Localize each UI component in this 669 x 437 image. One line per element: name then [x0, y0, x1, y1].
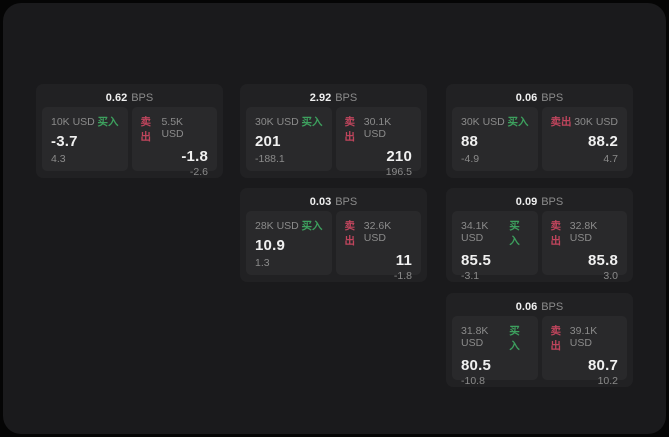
buy-amount: 10K USD	[51, 116, 95, 128]
sell-price: 210	[386, 148, 412, 165]
sell-sub-value: 3.0	[603, 270, 618, 282]
buy-side-label: 买入	[301, 220, 323, 232]
bps-header: 0.03 BPS	[246, 194, 421, 211]
sell-side-label: 卖出	[140, 116, 152, 143]
buy-price: 85.5	[461, 252, 491, 269]
buy-tile[interactable]: 30K USD 买入 88 -4.9	[452, 107, 538, 171]
sell-amount: 30.1K USD	[363, 116, 392, 140]
buy-sub-value: -4.9	[461, 153, 480, 165]
buy-amount: 28K USD	[255, 220, 299, 232]
buy-sub-value: -188.1	[255, 153, 285, 165]
buy-price: -3.7	[51, 133, 78, 150]
quote-card: 0.06 BPS 30K USD 买入 88 -4.9 卖出 30K USD 8…	[446, 84, 633, 178]
bps-unit-label: BPS	[335, 92, 358, 104]
buy-side-label: 买入	[97, 116, 119, 128]
bps-value: 0.06	[515, 301, 538, 313]
sell-price: 80.7	[588, 357, 618, 374]
sell-price: 88.2	[588, 133, 618, 150]
buy-price: 88	[461, 133, 479, 150]
buy-tile[interactable]: 30K USD 买入 201 -188.1	[246, 107, 332, 171]
buy-sub-value: 1.3	[255, 257, 270, 269]
buy-tile[interactable]: 34.1K USD 买入 85.5 -3.1	[452, 211, 538, 282]
sell-sub-value: -2.6	[189, 166, 208, 178]
bps-header: 2.92 BPS	[246, 90, 421, 107]
sell-side-label: 卖出	[344, 220, 356, 247]
buy-side-label: 买入	[509, 220, 520, 247]
bps-value: 2.92	[309, 92, 332, 104]
quote-card: 0.09 BPS 34.1K USD 买入 85.5 -3.1 卖出 32.8K…	[446, 188, 633, 282]
sell-side-label: 卖出	[550, 220, 562, 247]
sell-tile[interactable]: 卖出 30K USD 88.2 4.7	[541, 107, 627, 171]
buy-tile[interactable]: 10K USD 买入 -3.7 4.3	[42, 107, 128, 171]
quote-card: 0.62 BPS 10K USD 买入 -3.7 4.3 卖出 5.5K USD…	[36, 84, 223, 178]
sell-amount: 5.5K USD	[161, 116, 184, 140]
buy-side-label: 买入	[301, 116, 323, 128]
sell-side-label: 卖出	[550, 116, 572, 128]
sell-tile[interactable]: 卖出 30.1K USD 210 196.5	[335, 107, 421, 178]
bps-unit-label: BPS	[541, 196, 564, 208]
bps-unit-label: BPS	[131, 92, 154, 104]
bps-value: 0.03	[309, 196, 332, 208]
sell-side-label: 卖出	[344, 116, 356, 143]
quote-card: 0.03 BPS 28K USD 买入 10.9 1.3 卖出 32.6K US…	[240, 188, 427, 282]
bps-unit-label: BPS	[541, 92, 564, 104]
buy-price: 80.5	[461, 357, 491, 374]
quote-board-panel: 0.62 BPS 10K USD 买入 -3.7 4.3 卖出 5.5K USD…	[3, 3, 666, 434]
buy-tile[interactable]: 28K USD 买入 10.9 1.3	[246, 211, 332, 275]
sell-price: 85.8	[588, 252, 618, 269]
buy-amount: 34.1K USD	[461, 220, 489, 244]
buy-side-label: 买入	[507, 116, 529, 128]
buy-sub-value: 4.3	[51, 153, 66, 165]
bps-value: 0.09	[515, 196, 538, 208]
sell-tile[interactable]: 卖出 39.1K USD 80.7 10.2	[541, 316, 627, 387]
quote-card: 2.92 BPS 30K USD 买入 201 -188.1 卖出 30.1K …	[240, 84, 427, 178]
sell-side-label: 卖出	[550, 325, 562, 352]
buy-amount: 31.8K USD	[461, 325, 489, 349]
sell-amount: 39.1K USD	[569, 325, 598, 349]
sell-price: -1.8	[181, 148, 208, 165]
sell-price: 11	[395, 252, 412, 269]
sell-tile[interactable]: 卖出 32.8K USD 85.8 3.0	[541, 211, 627, 282]
buy-amount: 30K USD	[255, 116, 299, 128]
buy-sub-value: -3.1	[461, 270, 480, 282]
sell-amount: 30K USD	[574, 116, 618, 128]
buy-side-label: 买入	[509, 325, 520, 352]
bps-header: 0.62 BPS	[42, 90, 217, 107]
sell-tile[interactable]: 卖出 5.5K USD -1.8 -2.6	[131, 107, 217, 178]
sell-sub-value: 10.2	[597, 375, 618, 387]
buy-sub-value: -10.8	[461, 375, 485, 387]
bps-unit-label: BPS	[335, 196, 358, 208]
buy-price: 201	[255, 133, 281, 150]
bps-header: 0.06 BPS	[452, 90, 627, 107]
sell-amount: 32.8K USD	[569, 220, 598, 244]
bps-header: 0.09 BPS	[452, 194, 627, 211]
buy-tile[interactable]: 31.8K USD 买入 80.5 -10.8	[452, 316, 538, 387]
sell-tile[interactable]: 卖出 32.6K USD 11 -1.8	[335, 211, 421, 282]
sell-sub-value: 4.7	[603, 153, 618, 165]
sell-sub-value: -1.8	[393, 270, 412, 282]
sell-sub-value: 196.5	[385, 166, 412, 178]
buy-amount: 30K USD	[461, 116, 505, 128]
bps-value: 0.62	[105, 92, 128, 104]
sell-amount: 32.6K USD	[363, 220, 392, 244]
bps-unit-label: BPS	[541, 301, 564, 313]
buy-price: 10.9	[255, 237, 285, 254]
bps-value: 0.06	[515, 92, 538, 104]
quote-card: 0.06 BPS 31.8K USD 买入 80.5 -10.8 卖出 39.1…	[446, 293, 633, 387]
bps-header: 0.06 BPS	[452, 299, 627, 316]
